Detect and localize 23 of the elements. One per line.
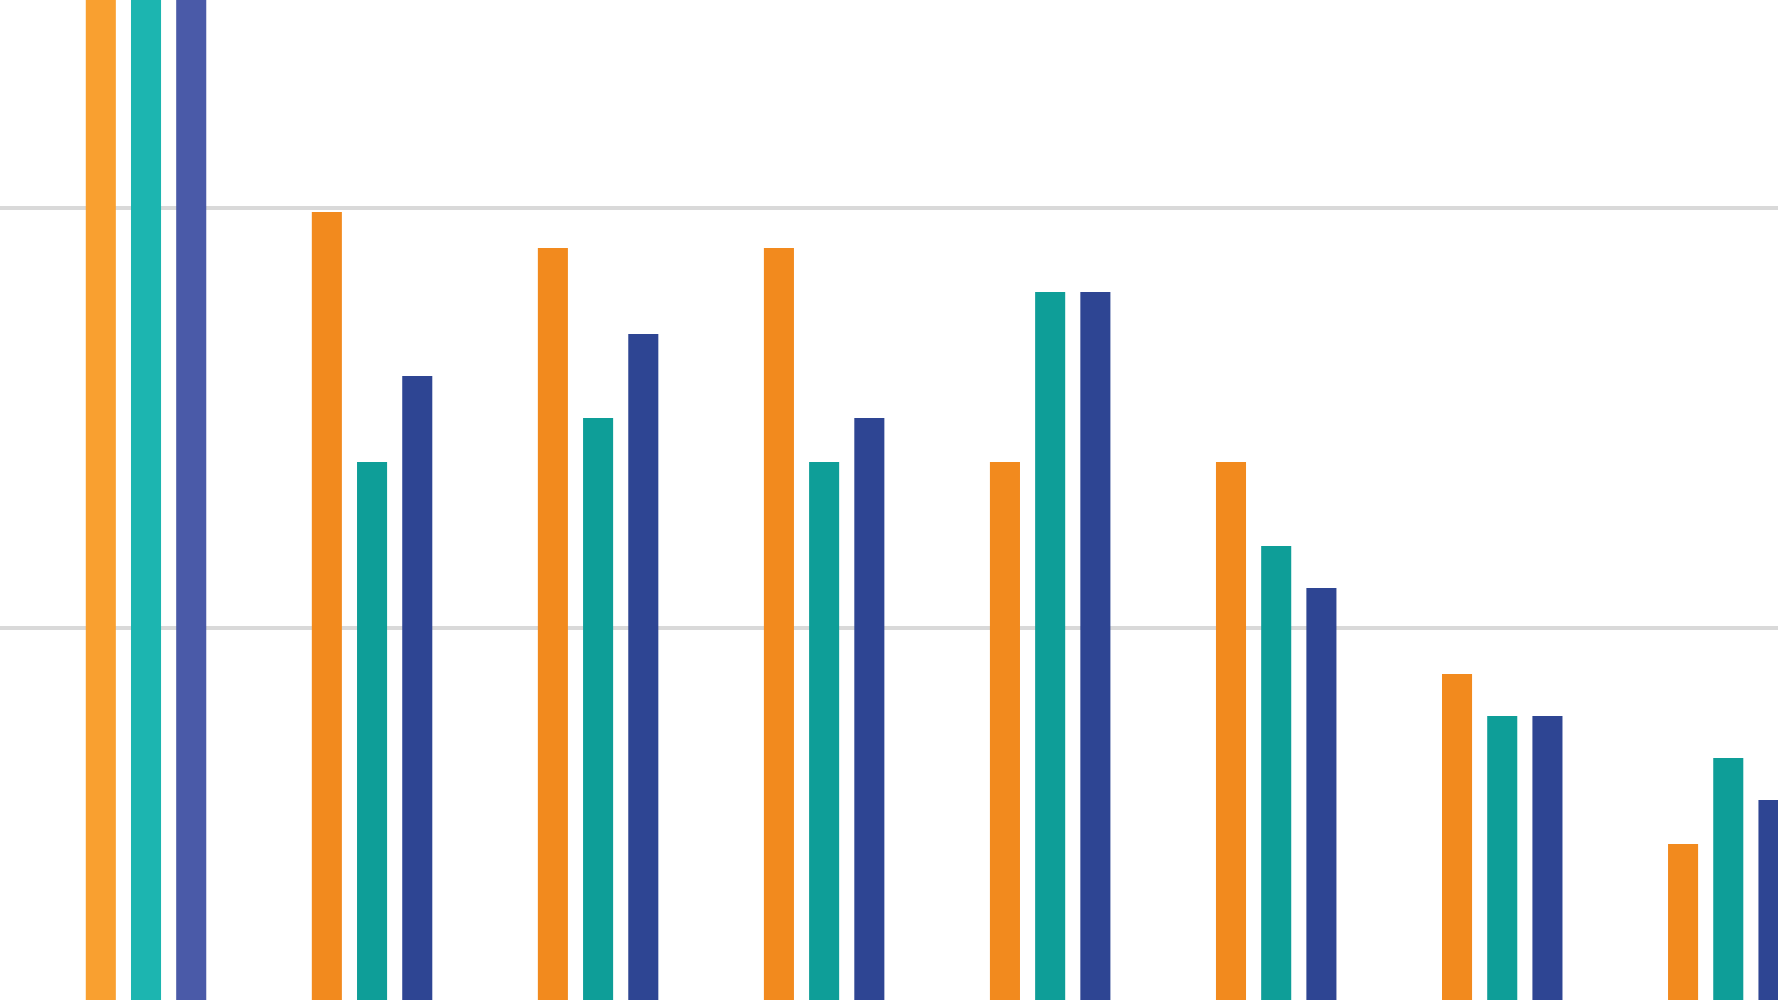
bar [854, 418, 885, 1000]
bar [357, 462, 388, 1000]
bar [989, 462, 1020, 1000]
bar [1261, 546, 1292, 1000]
bar [583, 418, 614, 1000]
bar [1487, 716, 1518, 1000]
bar [1035, 292, 1066, 1000]
bar [1713, 758, 1744, 1000]
bar [1532, 716, 1563, 1000]
bar [537, 248, 568, 1000]
bar [628, 334, 659, 1000]
bar [1668, 844, 1699, 1000]
bar [763, 248, 794, 1000]
bar [311, 212, 342, 1000]
bar [1306, 588, 1337, 1000]
bar [402, 376, 433, 1000]
bar [1442, 674, 1473, 1000]
bar [176, 0, 207, 1000]
bar [1215, 462, 1247, 1000]
bar [1080, 292, 1111, 1000]
bar [809, 462, 840, 1000]
bar [85, 0, 116, 1000]
bar [130, 0, 162, 1000]
